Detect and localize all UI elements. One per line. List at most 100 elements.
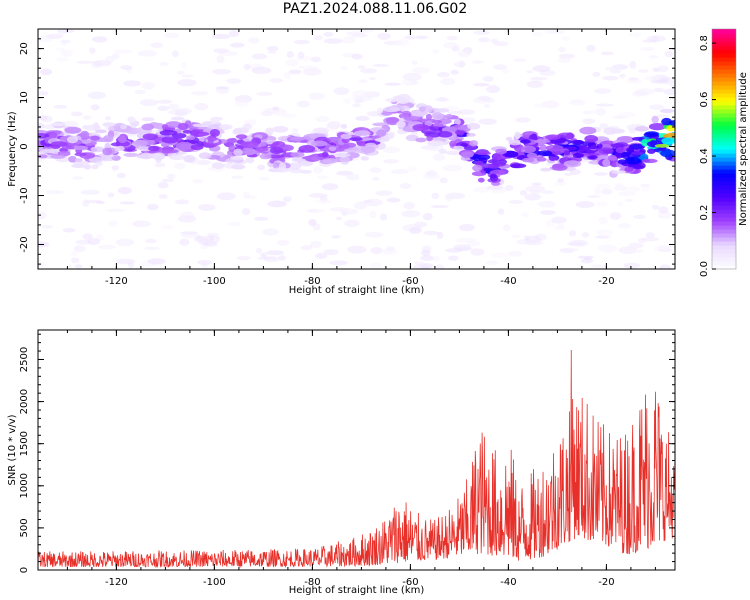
spectrogram-blob [345,31,366,36]
x-tick-label: -100 [203,276,226,287]
spectrogram-blob [271,167,290,173]
spectrogram-blob [89,135,100,141]
spectrogram-blob [485,260,499,265]
spectrogram-blob [514,131,521,140]
spectrogram-blob [113,49,133,54]
spectrogram-blob [572,153,585,159]
spectrogram-blob [127,116,136,124]
spectrogram-blob [594,88,612,94]
colorbar-segment [712,33,736,38]
spectrogram-blob [424,120,433,127]
spectrogram-blob [307,208,319,213]
spectrogram-blob [157,181,169,189]
spectrogram-blob [624,166,634,172]
spectrogram-blob [300,245,313,251]
spectrogram-blob [38,154,48,159]
colorbar-segment [712,217,736,222]
spectrogram-blob [375,190,393,196]
spectrogram-blob [269,146,284,155]
spectrogram-blob [384,82,402,86]
spectrogram-blob [90,146,105,153]
heatmap-frame [37,28,676,270]
spectrogram-blob [302,67,322,76]
colorbar-segment [712,181,736,186]
spectrogram-blob [158,62,169,66]
spectrogram-blob [596,229,613,237]
spectrogram-blob [106,208,126,213]
spectrogram-blob [116,172,126,179]
spectrogram-blob [88,156,104,164]
spectrogram-blob [219,124,233,130]
colorbar-segment [712,221,736,226]
colorbar-segment [712,185,736,190]
spectrogram-blob [198,203,216,212]
spectrogram-blob [430,204,449,209]
colorbar-segment [712,49,736,54]
spectrogram-blob [299,160,314,167]
spectrogram-blob [288,69,302,75]
colorbar-tick-label: 0.8 [699,35,710,51]
colorbar-segment [712,257,736,262]
spectrogram-blob [542,100,560,109]
spectrogram-blob [190,91,209,96]
spectrogram-blob [365,142,377,147]
spectrogram-blob [161,124,169,129]
spectrogram-blob [575,200,595,209]
spectrogram-blob [242,207,251,216]
spectrogram-blob [569,100,586,106]
spectrogram-blob [343,142,357,148]
spectrogram-blob [638,69,649,73]
spectrogram-blob [245,157,255,164]
spectrogram-blob [386,117,399,126]
spectrogram-blob [402,72,422,81]
spectrogram-blob [492,161,506,167]
colorbar-segment [712,153,736,158]
spectrogram-blob [216,55,225,64]
spectrogram-blob [595,235,610,239]
spectrogram-blob [80,145,89,151]
y-tick-label: 1500 [19,431,30,456]
spectrogram-blob [423,105,433,113]
spectrogram-blob [290,151,305,158]
spectrogram-blob [352,103,361,108]
spectrogram-blob [353,201,368,210]
spectrogram-blob [267,200,287,208]
colorbar-segment [712,169,736,174]
spectrogram-blob [581,232,590,238]
spectrogram-blob [228,30,240,38]
spectrogram-blob [513,58,527,62]
spectrogram-blob [396,120,406,128]
spectrogram-blob [174,111,188,116]
spectrogram-blob [351,53,363,60]
spectrogram-blob [594,187,601,196]
spectrogram-blob [372,177,380,181]
spectrogram-blob [230,42,245,48]
spectrogram-blob [263,256,280,263]
spectrogram-blob [207,139,214,145]
spectrogram-blob [137,50,157,57]
spectrogram-blob [437,131,453,138]
spectrogram-blob [470,248,485,256]
spectrogram-blob [437,71,450,78]
spectrogram-blob [436,108,450,113]
spectrogram-blob [289,136,306,141]
spectrogram-blob [147,203,159,211]
y-axis-label: SNR (10 * v/v) [7,414,18,485]
colorbar-segment [712,121,736,126]
spectrogram-blob [333,87,350,95]
spectrogram-blob [460,151,474,158]
spectrogram-blob [638,237,647,244]
spectrogram-blob [228,222,242,227]
spectrogram-blob [297,51,305,59]
spectrogram-blob [426,135,433,142]
spectrogram-blob [403,115,422,121]
spectrogram-blob [123,80,142,87]
spectrogram-blob [120,65,133,70]
colorbar-segment [712,77,736,82]
spectrogram-blob [582,118,596,124]
spectrogram-blob [436,231,444,240]
spectrogram-blob [81,125,89,130]
spectrogram-blob [203,241,218,247]
spectrogram-blob [502,224,511,232]
spectrogram-blob [587,194,601,199]
